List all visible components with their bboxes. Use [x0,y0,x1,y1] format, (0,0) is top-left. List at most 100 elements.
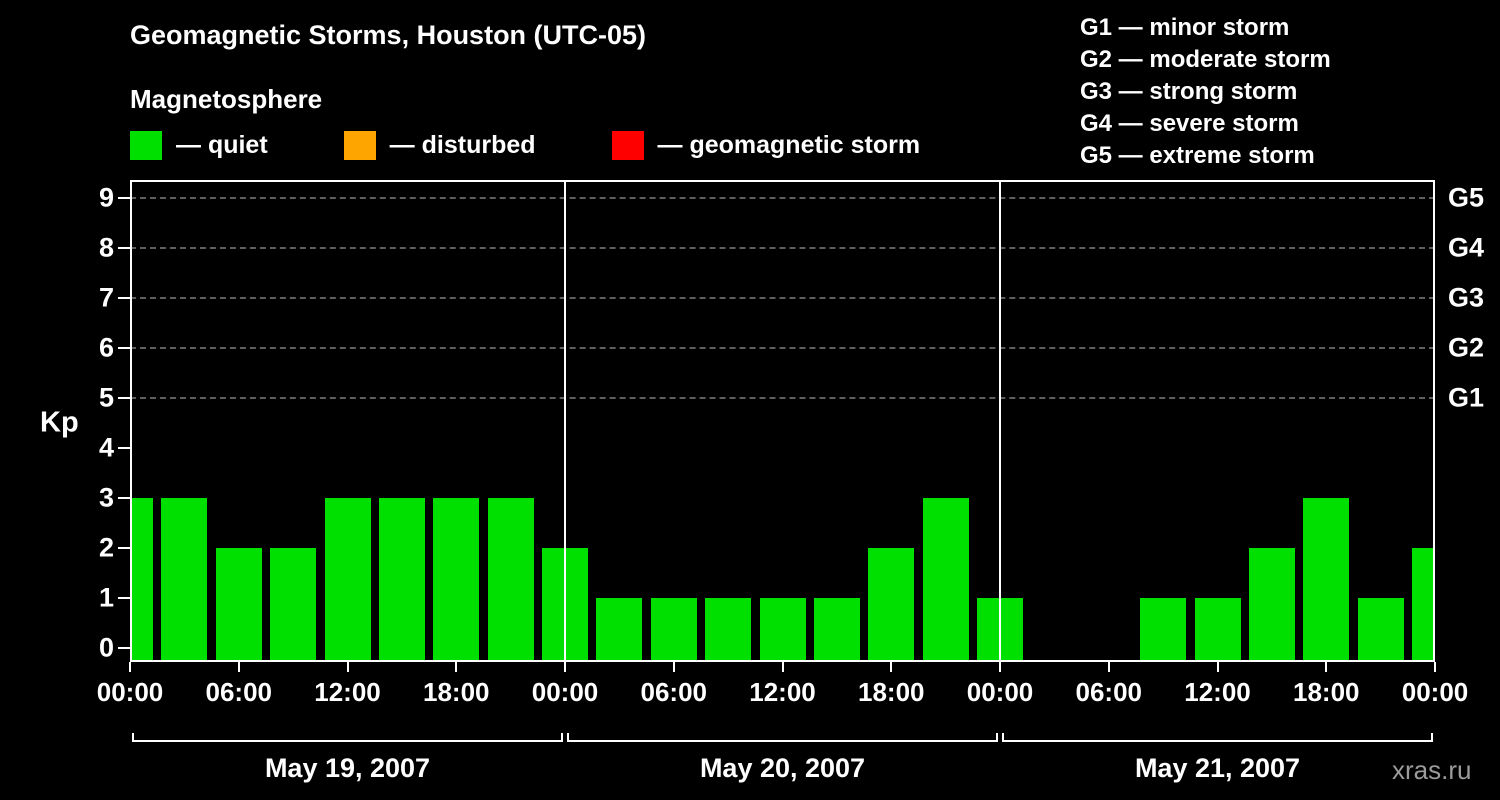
x-axis-tick [1216,662,1219,672]
x-axis-label: 06:00 [205,677,273,707]
x-axis-label: 18:00 [1293,677,1360,707]
kp-bar [1303,498,1350,662]
kp-bar [487,498,534,662]
kp-bar [130,498,153,662]
y-axis-label: 5 [98,382,114,413]
kp-gridline [130,347,1435,349]
g-axis-label: G4 [1448,232,1485,263]
kp-gridline [130,297,1435,299]
y-axis-label: 9 [98,182,114,213]
kp-bar [324,498,371,662]
day-label: May 19, 2007 [264,753,431,783]
legend-item-storm: — geomagnetic storm [611,131,920,160]
g-axis-label: G2 [1448,332,1485,363]
day-label: May 20, 2007 [699,753,866,783]
y-axis-tick [118,447,130,449]
day-bracket [132,740,563,742]
day-bracket-end [1431,733,1433,742]
legend-item-disturbed: — disturbed [343,131,536,160]
x-axis-tick [237,662,240,672]
kp-bar [759,598,806,662]
y-axis-tick [118,497,130,499]
kp-bar [270,548,317,662]
x-axis-tick [1434,662,1436,672]
y-axis-label: 8 [98,232,114,263]
kp-gridline [130,197,1435,199]
kp-gridline [130,397,1435,399]
watermark: xras.ru [1392,755,1472,785]
activity-legend: — quiet — disturbed — geomagnetic storm [130,131,920,160]
kp-bar [161,498,208,662]
x-axis-tick [781,662,784,672]
kp-bar [813,598,860,662]
x-axis-tick [1107,662,1110,672]
kp-bar [378,498,425,662]
x-axis-tick [564,662,566,672]
x-axis-label: 00:00 [531,677,599,707]
kp-bar [1357,598,1404,662]
x-axis-tick [999,662,1001,672]
x-axis-label: 00:00 [96,677,164,707]
y-axis-tick [118,647,130,649]
x-axis-tick [1325,662,1328,672]
x-axis-tick [346,662,349,672]
day-boundary-line [564,180,566,662]
y-axis-tick [118,397,130,399]
x-axis-tick [129,662,131,672]
quiet-swatch-icon [130,131,162,160]
disturbed-swatch-icon [343,131,376,160]
x-axis-label: 18:00 [858,677,925,707]
y-axis-label: 4 [98,432,114,463]
g-axis-label: G5 [1448,182,1485,213]
g-scale-legend: G1 — minor storm G2 — moderate storm G3 — … [1080,12,1331,172]
kp-bar [1194,598,1241,662]
storm-swatch-icon [611,131,644,160]
y-axis-label: 3 [98,482,114,513]
kp-bar [433,498,480,662]
kp-bar [596,598,643,662]
y-axis-tick [118,197,130,199]
legend-item-quiet: — quiet [130,131,268,160]
x-axis-label: 00:00 [966,677,1034,707]
x-axis-label: 12:00 [749,677,816,707]
g-scale-line: G1 — minor storm [1080,14,1290,41]
x-axis-label: 06:00 [640,677,708,707]
day-boundary-line [999,180,1001,662]
x-axis-label: 06:00 [1075,677,1143,707]
kp-bar [1140,598,1187,662]
x-axis-tick [672,662,675,672]
day-label: May 21, 2007 [1134,753,1301,783]
kp-bar [868,548,915,662]
g-axis-label: G3 [1448,282,1485,313]
kp-bar [1412,548,1435,662]
page-title: Geomagnetic Storms, Houston (UTC-05) [130,20,647,50]
kp-bar [215,548,262,662]
y-axis-label: 7 [98,282,114,313]
x-axis-label: 00:00 [1401,677,1469,707]
y-axis-tick [118,547,130,549]
day-bracket-end [996,733,998,742]
x-axis-tick [890,662,893,672]
y-axis-tick [118,297,130,299]
x-axis-label: 12:00 [314,677,381,707]
y-axis-title: Kp [40,406,79,439]
kp-bar [650,598,697,662]
y-axis-label: 0 [98,632,114,663]
g-scale-line: G5 — extreme storm [1080,142,1315,169]
y-axis-label: 6 [98,332,114,363]
day-bracket-end [132,733,134,742]
g-axis-label: G1 [1448,382,1485,413]
day-bracket [567,740,998,742]
plot-area [130,180,1435,662]
day-bracket-end [567,733,569,742]
y-axis-tick [118,597,130,599]
day-bracket [1002,740,1433,742]
x-axis-label: 12:00 [1184,677,1251,707]
chart-subtitle: Magnetosphere [130,84,323,114]
kp-bar [705,598,752,662]
x-axis-tick [455,662,458,672]
g-scale-line: G4 — severe storm [1080,110,1299,137]
y-axis-label: 2 [98,532,114,563]
kp-bar [922,498,969,662]
